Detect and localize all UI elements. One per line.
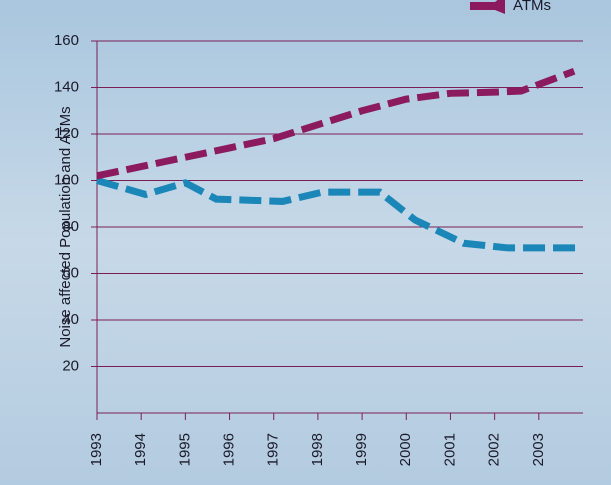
- x-tick-label: 2000: [397, 433, 414, 466]
- x-tick-label: 1999: [353, 433, 370, 466]
- y-tick-label: 60: [62, 264, 79, 281]
- background: [0, 0, 611, 485]
- x-tick-label: 1998: [309, 433, 326, 466]
- y-tick-label: 120: [54, 125, 79, 142]
- y-tick-label: 20: [62, 357, 79, 374]
- x-tick-label: 2001: [441, 433, 458, 466]
- x-tick-label: 2003: [530, 433, 547, 466]
- x-tick-label: 1996: [221, 433, 238, 466]
- x-tick-label: 2002: [486, 433, 503, 466]
- x-tick-label: 1994: [132, 433, 149, 466]
- y-tick-label: 160: [54, 32, 79, 49]
- y-tick-label: 100: [54, 171, 79, 188]
- chart: Noise affected Population and ATMs 20406…: [0, 0, 611, 485]
- legend-label: ATMs: [513, 0, 551, 14]
- x-tick-label: 1993: [88, 433, 105, 466]
- x-tick-label: 1997: [265, 433, 282, 466]
- y-tick-label: 140: [54, 78, 79, 95]
- x-tick-label: 1995: [176, 433, 193, 466]
- y-tick-label: 80: [62, 218, 79, 235]
- y-tick-label: 40: [62, 311, 79, 328]
